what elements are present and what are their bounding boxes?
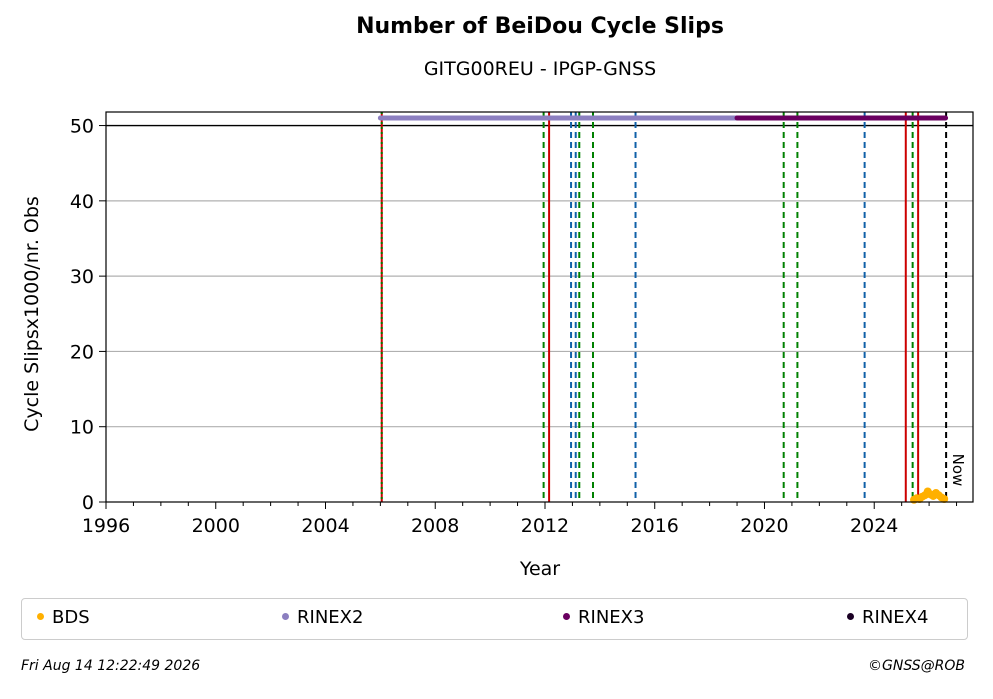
y-axis-label: Cycle Slipsx1000/nr. Obs [21, 196, 43, 432]
point-bds [940, 494, 949, 503]
data-series [377, 115, 949, 504]
y-tick-label: 20 [70, 341, 94, 363]
chart: 1996 2000 2004 2008 2012 2016 2020 2024 0 10 20 30… [21, 111, 974, 580]
y-tick-label: 40 [70, 191, 94, 213]
legend-label-rinex2: RINEX2 [297, 607, 364, 628]
x-axis-label: Year [519, 558, 560, 580]
legend-item-rinex3: RINEX3 [563, 607, 644, 628]
x-tick-label: 2008 [411, 515, 459, 537]
y-tick-label: 10 [70, 417, 94, 439]
grid [106, 124, 973, 428]
x-tick-label: 2016 [631, 515, 679, 537]
y-tick-label: 30 [70, 266, 94, 288]
x-tick-label: 2020 [740, 515, 788, 537]
legend-item-rinex2: RINEX2 [282, 607, 363, 628]
plot-frame [105, 111, 974, 503]
chart-subtitle: GITG00REU - IPGP-GNSS [423, 58, 657, 80]
legend-label-rinex3: RINEX3 [578, 607, 645, 628]
legend-label-rinex4: RINEX4 [862, 607, 929, 628]
legend-marker-rinex4 [847, 612, 854, 620]
legend: BDS RINEX2 RINEX3 RINEX4 [21, 598, 968, 640]
y-tick-label: 50 [70, 116, 94, 138]
x-tick-label: 2012 [521, 515, 569, 537]
legend-marker-rinex2 [282, 612, 289, 620]
legend-item-rinex4: RINEX4 [847, 607, 928, 628]
legend-label-bds: BDS [52, 607, 90, 628]
x-tick-label: 1996 [82, 515, 130, 537]
legend-item-bds: BDS [37, 607, 90, 628]
legend-marker-bds [37, 612, 44, 620]
x-tick-label: 2004 [301, 515, 349, 537]
y-tick-label: 0 [82, 492, 94, 514]
y-axis: 0 10 20 30 40 50 [70, 116, 106, 514]
legend-marker-rinex3 [563, 612, 570, 620]
event-lines [380, 112, 948, 502]
footer-timestamp: Fri Aug 14 12:22:49 2026 [21, 658, 201, 674]
x-tick-label: 2000 [192, 515, 240, 537]
footer-credit: ©GNSS@ROB [868, 658, 965, 674]
x-axis: 1996 2000 2004 2008 2012 2016 2020 2024 [82, 502, 958, 537]
now-label: Now [949, 454, 967, 487]
x-tick-label: 2024 [850, 515, 898, 537]
chart-title: Number of BeiDou Cycle Slips [356, 14, 724, 39]
